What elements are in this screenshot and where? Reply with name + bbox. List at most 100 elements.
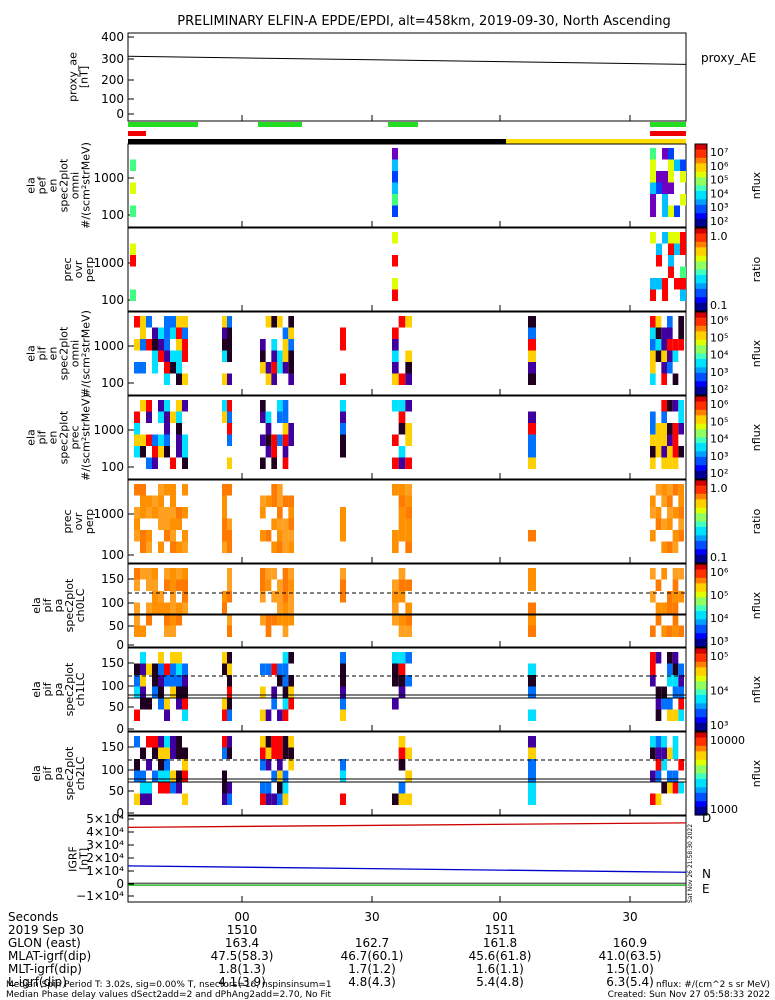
y-axis-label: ovr — [72, 260, 85, 278]
heat-cell — [398, 568, 406, 580]
colorbar: 10⁶ 10⁵ 10⁴ 10³ 10² nflux — [694, 311, 763, 396]
heat-cell — [672, 400, 679, 412]
heat-cell — [655, 686, 662, 698]
heat-cell — [222, 495, 227, 507]
heat-cell — [340, 770, 346, 782]
heat-cell — [277, 400, 283, 412]
heat-cell — [528, 759, 536, 771]
heat-cell — [398, 686, 406, 698]
heat-cell — [405, 484, 412, 496]
heat-cell — [678, 625, 684, 637]
heat-cell — [222, 747, 227, 759]
heat-cell — [405, 579, 412, 591]
heat-cell — [170, 652, 176, 664]
heat-cell — [392, 362, 399, 374]
heat-cell — [674, 205, 680, 217]
phase-delay-note: Median Phase delay values dSect2add=2 an… — [6, 990, 331, 1000]
colorbar-swatch — [695, 650, 707, 655]
heat-cell — [182, 446, 188, 458]
colorbar-swatch — [695, 404, 707, 408]
heat-cell — [227, 400, 232, 412]
colorbar-swatch — [695, 451, 707, 455]
heat-cell — [288, 568, 294, 580]
heat-cell — [650, 568, 656, 580]
y-tick-label: 3×10⁴ — [86, 838, 124, 852]
heat-cell — [672, 541, 679, 553]
colorbar-swatch — [695, 714, 707, 718]
colorbar-swatch — [695, 179, 707, 184]
heat-cell — [392, 255, 398, 267]
y-axis-label: spec2plot — [63, 662, 76, 716]
heat-cell — [667, 495, 673, 507]
colorbar-swatch — [695, 499, 707, 503]
colorbar-swatch — [695, 155, 707, 159]
colorbar-swatch — [695, 491, 707, 495]
colorbar-tick-label: 10⁷ — [710, 146, 728, 159]
heat-cell — [655, 698, 662, 710]
heat-cell — [134, 446, 140, 458]
heat-cell — [392, 278, 398, 290]
colorbar-swatch — [695, 611, 707, 615]
colorbar-swatch — [695, 706, 707, 710]
heat-cell — [282, 350, 289, 362]
heat-cell — [282, 362, 289, 374]
heat-cell — [227, 625, 232, 637]
heat-cell — [672, 747, 679, 759]
colorbar-label: nflux — [750, 675, 763, 703]
y-tick-label: 100 — [101, 293, 124, 307]
heat-cell — [405, 770, 412, 782]
heat-cell — [282, 423, 289, 435]
heat-cell — [277, 434, 283, 446]
colorbar-swatch — [695, 193, 707, 198]
heat-cell — [227, 698, 232, 710]
heat-cell — [176, 446, 182, 458]
heat-cell — [392, 434, 399, 446]
heat-cell — [146, 316, 152, 328]
heat-cell — [152, 327, 158, 339]
colorbar-swatch — [695, 302, 707, 307]
heat-cell — [655, 339, 662, 351]
heat-cell — [655, 446, 662, 458]
colorbar-swatch — [695, 286, 707, 290]
y-axis-label: proxy_ae — [67, 52, 80, 102]
heat-cell — [271, 541, 277, 553]
heat-cell — [288, 373, 294, 385]
y-axis-label: omni — [69, 172, 82, 199]
colorbar-swatch — [695, 456, 707, 461]
colorbar-swatch — [695, 732, 707, 736]
heat-cell — [678, 686, 684, 698]
colorbar-tick-label: 10⁶ — [710, 566, 729, 579]
y-axis-label: pif — [36, 345, 49, 360]
colorbar-tick-label: 10⁵ — [710, 174, 728, 187]
colorbar-swatch — [695, 638, 707, 643]
heat-cell — [392, 159, 398, 171]
colorbar-swatch — [695, 787, 707, 791]
heat-cell — [182, 541, 188, 553]
heat-cell — [134, 686, 140, 698]
heat-cell — [678, 518, 684, 530]
heat-cell — [277, 782, 283, 794]
colorbar-swatch — [695, 659, 707, 663]
heat-cell — [152, 446, 158, 458]
heat-cell — [680, 171, 686, 183]
heat-cell — [678, 400, 684, 412]
plot-title: PRELIMINARY ELFIN-A EPDE/EPDI, alt=458km… — [177, 14, 670, 29]
heat-cell — [282, 434, 289, 446]
heat-cell — [158, 698, 164, 710]
heat-cell — [667, 698, 673, 710]
colorbar-swatch — [695, 689, 707, 693]
y-tick-label: 50 — [109, 784, 124, 798]
heat-cell — [164, 602, 170, 614]
heat-cell — [146, 663, 152, 675]
heat-cell — [672, 579, 679, 591]
heat-cell — [528, 793, 536, 805]
colorbar-swatch — [695, 781, 707, 786]
colorbar-tick-label: 10² — [710, 383, 728, 396]
units-note: nflux: #/(cm^2 s sr MeV) — [656, 980, 770, 990]
heat-cell — [140, 327, 146, 339]
colorbar-swatch — [695, 350, 707, 355]
colorbar-swatch — [695, 641, 707, 645]
footer-value: 00 — [492, 910, 507, 924]
heat-cell — [678, 568, 684, 580]
colorbar-swatch — [695, 401, 707, 405]
